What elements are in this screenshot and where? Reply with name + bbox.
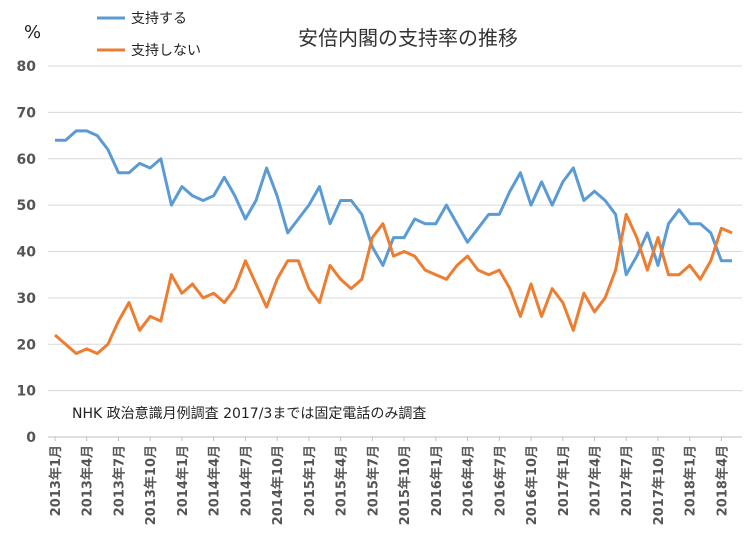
x-tick-label: 2015年7月 — [365, 445, 381, 516]
x-tick-label: 2017年1月 — [556, 445, 572, 516]
y-tick-label: 80 — [17, 59, 37, 75]
x-tick-label: 2013年4月 — [80, 445, 96, 516]
legend: 支持する 支持しない — [97, 11, 201, 59]
x-tick-label: 2013年10月 — [143, 445, 159, 525]
x-tick-label: 2016年4月 — [461, 445, 477, 516]
y-tick-label: 30 — [17, 291, 37, 307]
x-tick-label: 2013年1月 — [48, 445, 64, 516]
x-tick-label: 2017年4月 — [587, 445, 603, 516]
y-tick-label: 20 — [17, 337, 37, 353]
y-tick-label: 50 — [17, 198, 37, 214]
chart-title: 安倍内閣の支持率の推移 — [298, 26, 518, 50]
x-tick-label: 2018年4月 — [714, 445, 730, 516]
y-tick-label: 0 — [26, 430, 36, 446]
y-tick-label: 10 — [17, 384, 37, 400]
y-axis-ticks: 0 10 20 30 40 50 60 70 80 — [17, 59, 37, 446]
x-axis-ticks: 2013年1月 2013年4月 2013年7月 2013年10月 2014年1月 2014… — [48, 437, 730, 525]
survey-note: NHK 政治意識月例調査 2017/3までは固定電話のみ調査 — [72, 405, 426, 422]
y-tick-label: 70 — [17, 105, 37, 121]
x-tick-label: 2017年10月 — [651, 445, 667, 525]
x-tick-label: 2018年1月 — [683, 445, 699, 516]
x-tick-label: 2016年7月 — [492, 445, 508, 516]
x-tick-label: 2015年4月 — [334, 445, 350, 516]
x-tick-label: 2015年10月 — [397, 445, 413, 525]
series-line-support — [55, 129, 732, 277]
x-tick-label: 2014年7月 — [238, 445, 254, 516]
x-tick-label: 2014年4月 — [207, 445, 223, 516]
y-tick-label: 60 — [17, 152, 37, 168]
x-tick-label: 2017年7月 — [619, 445, 635, 516]
x-tick-label: 2013年7月 — [111, 445, 127, 516]
legend-label-not-support: 支持しない — [131, 43, 201, 59]
series-line-not-support — [54, 212, 733, 355]
x-tick-label: 2016年10月 — [524, 445, 540, 525]
y-axis-unit: % — [24, 22, 41, 43]
x-tick-label: 2014年1月 — [175, 445, 191, 516]
y-tick-label: 40 — [17, 245, 37, 261]
x-tick-label: 2014年10月 — [270, 445, 286, 525]
x-tick-label: 2016年1月 — [429, 445, 445, 516]
legend-label-support: 支持する — [131, 11, 187, 27]
gridlines — [48, 65, 742, 392]
series-lines — [54, 129, 733, 355]
x-tick-label: 2015年1月 — [302, 445, 318, 516]
